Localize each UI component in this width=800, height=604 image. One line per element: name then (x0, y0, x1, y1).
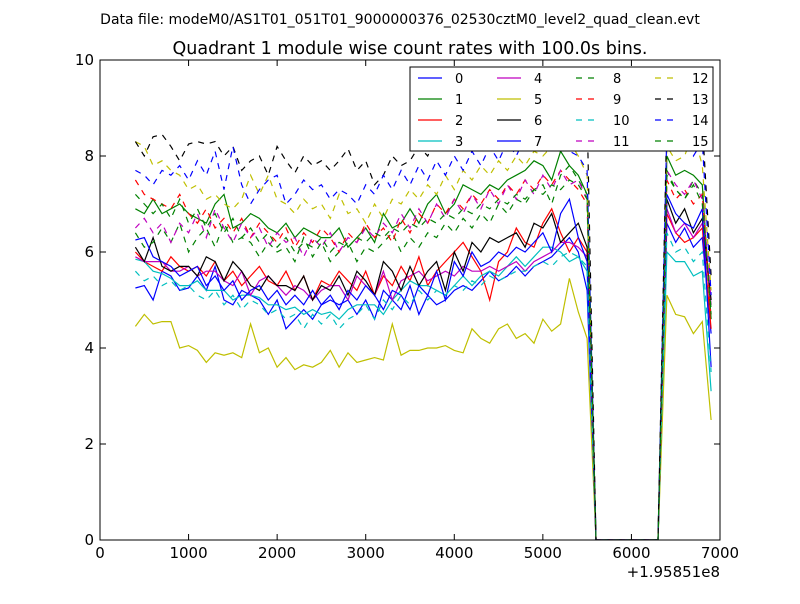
series-line-5 (134, 278, 712, 540)
legend-label-4: 4 (534, 72, 542, 87)
series-line-7 (135, 194, 712, 540)
legend-label-15: 15 (692, 135, 709, 150)
legend-label-7: 7 (534, 135, 542, 150)
x-tick-label: 6000 (612, 544, 650, 562)
x-tick-label: 3000 (347, 544, 385, 562)
legend-label-3: 3 (455, 135, 463, 150)
series-line-12 (135, 130, 712, 540)
series-line-4 (135, 208, 712, 540)
legend-label-6: 6 (534, 114, 542, 129)
legend-label-1: 1 (455, 93, 463, 108)
series-line-10 (134, 232, 712, 540)
chart-title: Quadrant 1 module wise count rates with … (173, 39, 648, 59)
y-tick-label: 6 (84, 243, 94, 261)
y-tick-label: 4 (84, 339, 94, 357)
x-tick-label: 0 (95, 544, 105, 562)
x-tick-label: 4000 (435, 544, 473, 562)
legend-label-9: 9 (613, 93, 621, 108)
series-line-6 (134, 198, 712, 540)
series-line-0 (135, 222, 712, 540)
series-lines (134, 92, 712, 540)
plot-frame (99, 59, 721, 541)
legend-label-8: 8 (613, 72, 621, 87)
legend-label-13: 13 (692, 93, 709, 108)
legend-label-14: 14 (692, 114, 709, 129)
x-tick-label: 2000 (258, 544, 296, 562)
legend-label-11: 11 (613, 135, 630, 150)
legend-frame (409, 66, 714, 152)
chart-supertitle: Data file: modeM0/AS1T01_051T01_90000003… (100, 12, 700, 28)
legend-label-12: 12 (692, 72, 709, 87)
x-tick-label: 7000 (701, 544, 739, 562)
y-tick-label: 0 (84, 531, 94, 549)
y-tick-label: 8 (84, 147, 94, 165)
legend-label-0: 0 (455, 72, 463, 87)
x-tick-label: 1000 (169, 544, 207, 562)
legend-label-2: 2 (455, 114, 463, 129)
series-line-3 (135, 246, 712, 540)
x-offset-label: +1.95851e8 (627, 563, 720, 581)
y-tick-label: 10 (75, 51, 94, 69)
series-line-15 (134, 173, 712, 540)
legend-label-10: 10 (613, 114, 630, 129)
legend-label-5: 5 (534, 93, 542, 108)
series-line-1 (135, 149, 712, 540)
series-line-2 (134, 207, 712, 540)
x-tick-label: 5000 (524, 544, 562, 562)
series-line-14 (135, 125, 712, 540)
y-tick-label: 2 (84, 435, 94, 453)
